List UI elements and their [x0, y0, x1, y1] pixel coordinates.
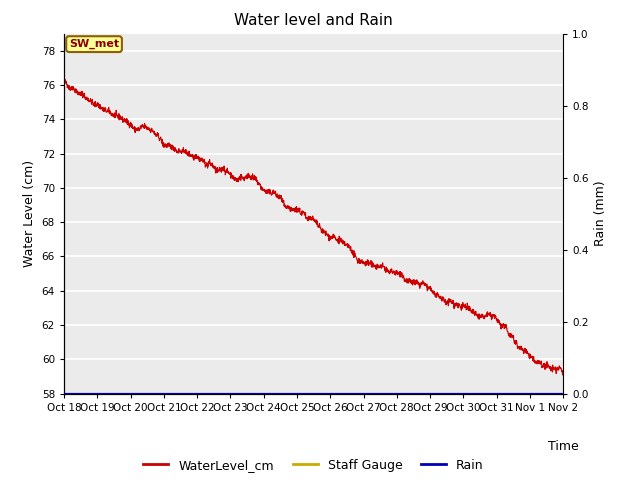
Y-axis label: Water Level (cm): Water Level (cm) [23, 160, 36, 267]
Text: Time: Time [548, 440, 579, 453]
Y-axis label: Rain (mm): Rain (mm) [595, 181, 607, 246]
Title: Water level and Rain: Water level and Rain [234, 13, 393, 28]
Legend: WaterLevel_cm, Staff Gauge, Rain: WaterLevel_cm, Staff Gauge, Rain [138, 454, 489, 477]
Text: SW_met: SW_met [69, 39, 119, 49]
